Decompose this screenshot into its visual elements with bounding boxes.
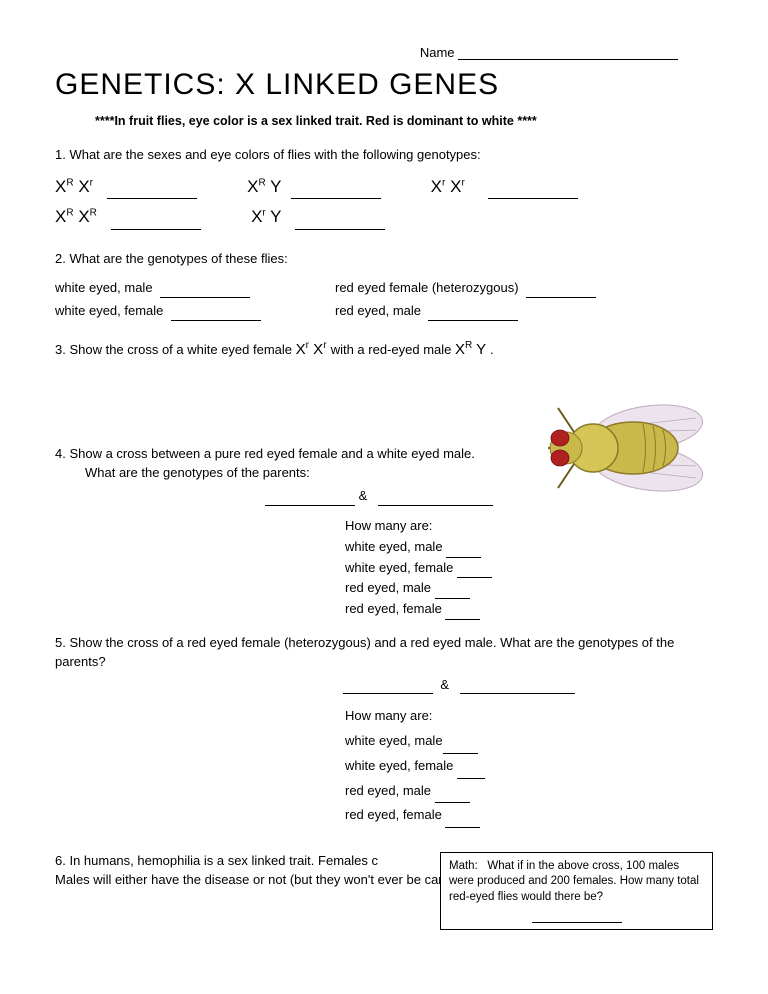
q4-c4-blank[interactable] [445,619,480,620]
q2-c: red eyed female (heterozygous) [335,280,519,295]
question-5: 5. Show the cross of a red eyed female (… [55,634,713,828]
q5-how: How many are: [345,704,713,729]
genotype-2: XR Y [247,175,381,200]
q5-c4-blank[interactable] [445,827,480,828]
genotype-5: Xr Y [251,205,385,230]
q2-blank-a[interactable] [160,297,250,298]
worksheet-page: Name Genetics: X Linked Genes ****In fru… [0,0,768,994]
question-1: 1. What are the sexes and eye colors of … [55,146,713,230]
name-label: Name [420,45,455,60]
q2-b: white eyed, female [55,303,163,318]
q3-mid: with a red-eyed male [331,342,455,357]
genotype-1: XR Xr [55,175,197,200]
q1-prompt: 1. What are the sexes and eye colors of … [55,146,713,165]
q5-prompt: 5. Show the cross of a red eyed female (… [55,634,713,672]
math-box: Math: What if in the above cross, 100 ma… [440,852,713,930]
page-title: Genetics: X Linked Genes [55,68,713,102]
q1-blank-5[interactable] [295,229,385,230]
genotype-3: Xr Xr [431,175,579,200]
math-text: What if in the above cross, 100 males we… [449,860,699,903]
genotype-4: XR XR [55,205,201,230]
name-blank[interactable] [458,59,678,60]
q1-blank-4[interactable] [111,229,201,230]
q2-a: white eyed, male [55,280,153,295]
q2-blank-d[interactable] [428,320,518,321]
question-2: 2. What are the genotypes of these flies… [55,250,713,321]
q1-blank-1[interactable] [107,198,197,199]
q1-blank-2[interactable] [291,198,381,199]
fruit-fly-image [528,388,713,508]
q5-parent-1[interactable] [343,693,433,694]
intro-text: ****In fruit flies, eye color is a sex l… [95,114,713,128]
question-3: 3. Show the cross of a white eyed female… [55,339,713,361]
q6-line1a: 6. In humans, hemophilia is a sex linked… [55,853,378,868]
math-blank[interactable] [532,922,622,923]
q6-line2: Males will either have the disease or no… [55,872,472,887]
math-label: Math: [449,860,478,872]
q2-blank-b[interactable] [171,320,261,321]
q1-blank-3[interactable] [488,198,578,199]
q3-prompt-a: 3. Show the cross of a white eyed female [55,342,296,357]
name-field-row: Name [385,45,713,60]
q4-how: How many are: [345,516,713,537]
q4-parent-1[interactable] [265,505,355,506]
q2-d: red eyed, male [335,303,421,318]
q2-prompt: 2. What are the genotypes of these flies… [55,250,713,269]
q2-blank-c[interactable] [526,297,596,298]
q4-parent-2[interactable] [378,505,493,506]
q3-end: . [490,342,494,357]
q5-parent-2[interactable] [460,693,575,694]
